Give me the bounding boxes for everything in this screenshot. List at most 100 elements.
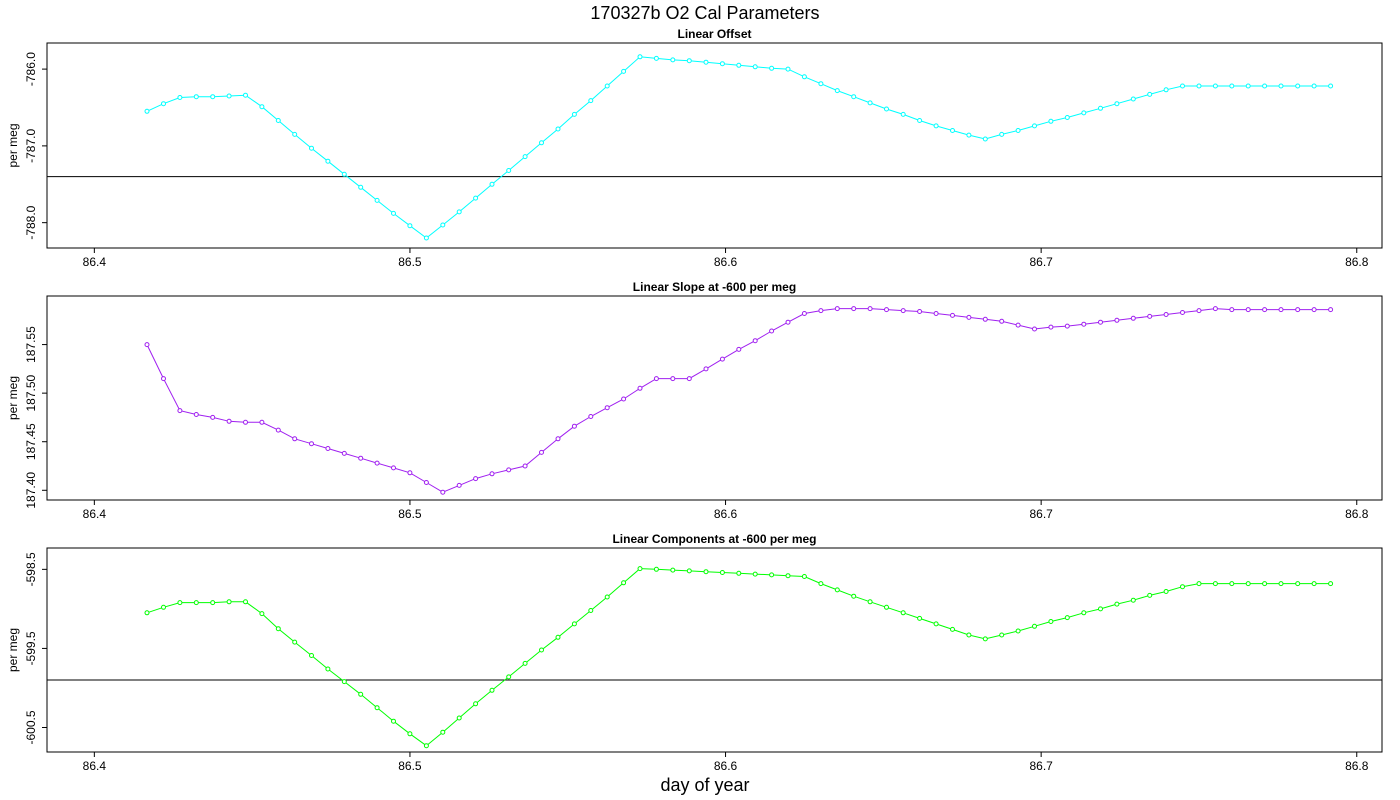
data-point: [1081, 610, 1087, 616]
data-point: [325, 158, 331, 164]
data-point: [1114, 601, 1120, 607]
data-point: [292, 639, 298, 645]
data-point: [982, 316, 988, 322]
data-point: [703, 569, 709, 575]
data-point: [851, 94, 857, 100]
data-point: [604, 83, 610, 89]
data-point: [555, 436, 561, 442]
data-point: [588, 98, 594, 104]
data-point: [555, 126, 561, 132]
data-point: [571, 621, 577, 627]
data-point: [637, 54, 643, 60]
y-tick-label: -600.5: [24, 710, 38, 744]
data-point: [374, 460, 380, 466]
data-point: [818, 581, 824, 587]
data-point: [818, 81, 824, 87]
data-point: [752, 571, 758, 577]
data-point: [506, 467, 512, 473]
data-point: [177, 408, 183, 414]
data-point: [292, 436, 298, 442]
data-point: [917, 118, 923, 123]
data-point: [144, 108, 150, 114]
data-point: [933, 621, 939, 627]
data-point: [275, 118, 281, 123]
data-point: [473, 195, 479, 201]
data-point: [637, 385, 643, 391]
data-point: [834, 306, 840, 312]
data-point: [1196, 308, 1202, 314]
data-point: [1098, 606, 1103, 612]
data-point: [226, 418, 232, 424]
data-point: [407, 731, 413, 737]
data-point: [1064, 323, 1070, 329]
plot-frame: [46, 42, 1383, 249]
panel-2: Linear Slope at -600 per meg 86.4 86.5 86.6…: [6, 280, 1383, 521]
data-point: [1295, 581, 1301, 587]
y-axis-title: per meg: [6, 376, 20, 420]
panel-title: Linear Components at -600 per meg: [612, 532, 816, 546]
data-point: [1245, 307, 1251, 313]
data-point: [884, 604, 889, 610]
data-point: [1032, 326, 1037, 332]
data-point: [1311, 581, 1317, 587]
data-point: [177, 95, 183, 100]
data-point: [456, 715, 462, 721]
data-point: [588, 414, 594, 419]
data-point: [686, 568, 692, 574]
data-point: [1196, 83, 1202, 89]
data-point: [1015, 628, 1021, 634]
data-point: [785, 319, 791, 325]
data-point: [1098, 319, 1103, 325]
data-point: [325, 446, 331, 451]
data-point: [736, 62, 742, 68]
data-point: [161, 376, 166, 382]
x-tick-label: 86.8: [1345, 759, 1369, 773]
data-point: [489, 181, 495, 187]
data-point: [933, 311, 939, 316]
data-point: [719, 356, 725, 362]
data-point: [243, 92, 248, 98]
data-point: [900, 610, 906, 616]
y-tick-label: -788.0: [24, 205, 38, 239]
data-point: [1163, 87, 1169, 93]
y-tick-label: -787.0: [24, 129, 38, 163]
data-point: [867, 306, 873, 312]
data-point: [1278, 307, 1284, 313]
data-point: [670, 567, 676, 573]
data-point: [933, 123, 939, 129]
data-point: [440, 729, 446, 735]
data-point: [670, 57, 676, 63]
data-point: [769, 572, 775, 578]
data-point: [1098, 105, 1103, 111]
data-point: [259, 104, 265, 110]
data-point: [1311, 83, 1317, 89]
data-point: [867, 100, 873, 106]
y-tick-label: -598.5: [24, 552, 38, 586]
data-point: [358, 691, 364, 697]
x-tick-label: 86.6: [714, 759, 738, 773]
data-point: [341, 679, 347, 685]
x-tick-label: 86.5: [398, 255, 422, 269]
x-tick-label: 86.5: [398, 507, 422, 521]
data-point: [1295, 307, 1301, 313]
data-point: [1311, 307, 1317, 313]
x-tick-label: 86.8: [1345, 507, 1369, 521]
plot-frame: [46, 547, 1383, 753]
plot-frame: [46, 295, 1383, 501]
chart-main-title: 170327b O2 Cal Parameters: [590, 3, 819, 23]
data-point: [161, 604, 166, 610]
data-point: [884, 307, 889, 313]
data-point: [736, 570, 742, 576]
data-point: [391, 718, 396, 724]
data-point: [1328, 581, 1334, 587]
data-point: [259, 611, 265, 617]
data-point: [423, 235, 429, 241]
data-point: [752, 338, 758, 344]
data-point: [489, 471, 495, 477]
data-point: [752, 64, 758, 70]
data-point: [851, 593, 857, 599]
data-point: [1229, 581, 1235, 587]
y-tick-label: 187.40: [24, 472, 38, 509]
data-point: [292, 131, 298, 137]
data-point: [917, 309, 923, 314]
